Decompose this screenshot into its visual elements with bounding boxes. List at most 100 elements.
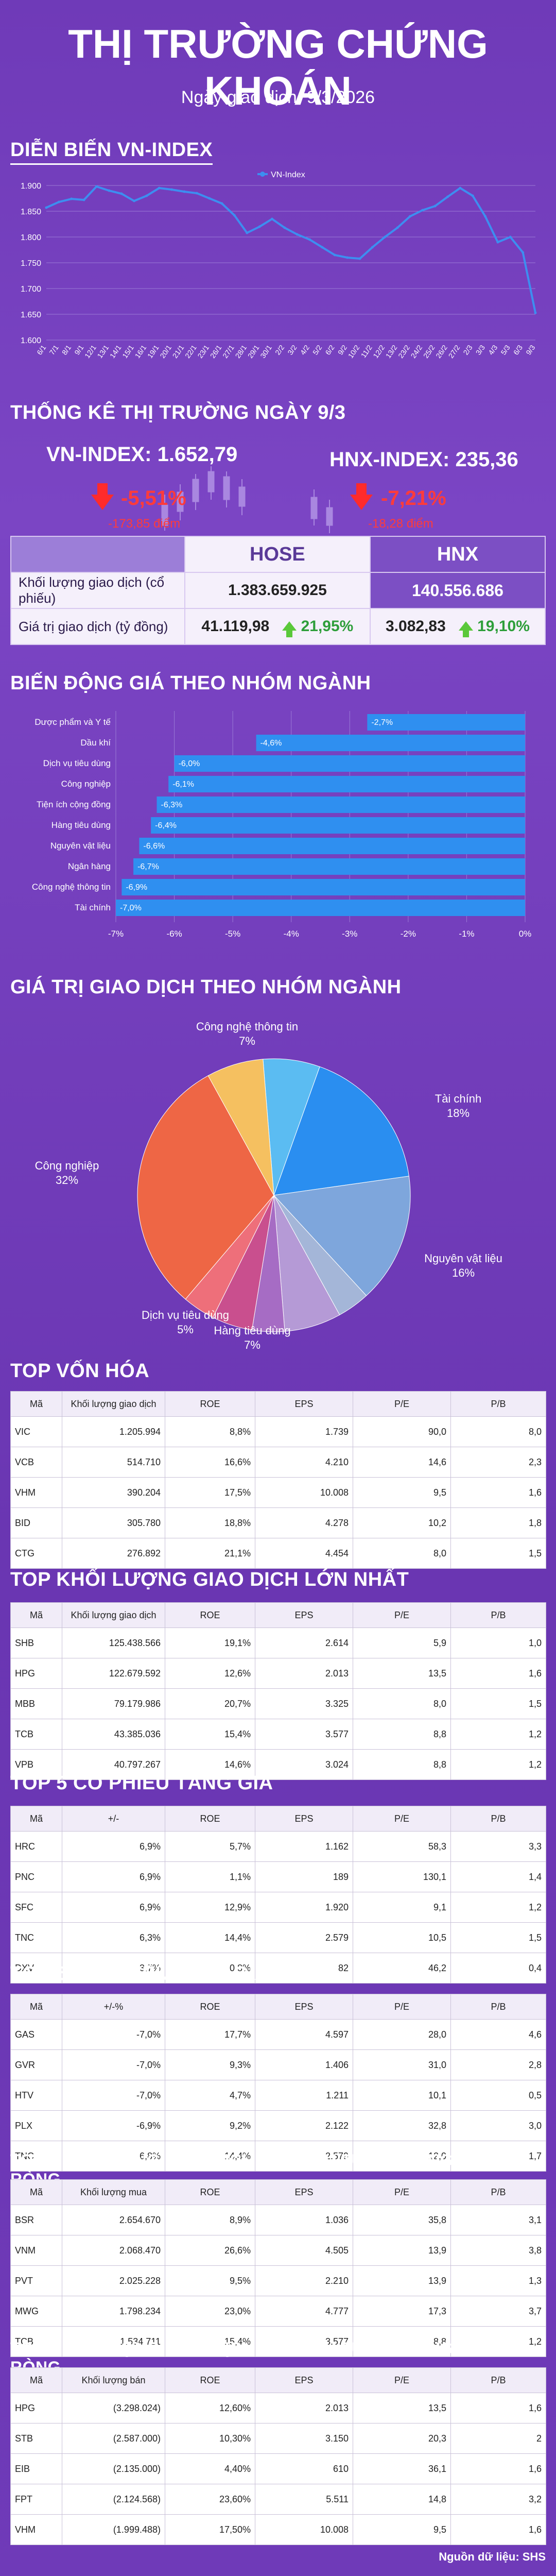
table-cell: 1,8 [450,1507,546,1538]
top-volume-table: Mã Khối lượng giao dịch ROE EPS P/E P/B SHB 125… [10,1602,546,1780]
table-cell: 1.205.994 [62,1416,165,1447]
table-cell: 10.008 [255,2514,353,2545]
bar-value-label: -6,3% [161,801,183,809]
bar [174,755,526,772]
hnx-value: 3.082,83 [385,618,446,635]
x-tick-label: 3/3 [474,343,486,356]
pie-slice-value: 7% [239,1035,255,1047]
data-point [421,209,424,212]
ticker-cell: BID [10,1507,62,1538]
data-point [283,226,286,229]
x-tick-label: 11/2 [359,343,374,359]
ticker-cell: TNC [10,2141,62,2172]
y-tick-label: 1.850 [21,208,41,216]
table-cell: 0,4 [450,1953,546,1984]
table-row: MBB 79.179.986 20,7% 3.325 8,0 1,5 [10,1688,546,1719]
column-header: EPS [255,1602,353,1628]
data-point [208,197,211,200]
table-cell: 1,3 [450,2265,546,2296]
table-cell: 1,2 [450,1892,546,1923]
x-tick-label: 4/2 [299,343,311,356]
table-cell: 1,6 [450,2514,546,2545]
x-tick-label: 7/1 [48,343,60,356]
table-cell: 390.204 [62,1477,165,1508]
data-point [258,225,261,228]
bar [157,796,525,813]
column-header: Khối lượng mua [62,2179,165,2205]
x-tick-label: -6% [166,929,182,939]
column-header: ROE [165,1602,255,1628]
x-tick-label: 6/2 [323,343,336,356]
table-cell: 6,9% [62,1831,165,1862]
table-row: MWG 1.798.234 23,0% 4.777 17,3 3,7 [10,2296,546,2327]
table-row: VCB 514.710 16,6% 4.210 14,6 2,3 [10,1447,546,1478]
column-header: P/E [353,1994,451,2020]
table-row: VHM 390.204 17,5% 10.008 9,5 1,6 [10,1477,546,1508]
ticker-cell: HRC [10,1831,62,1862]
market-stats-table: HOSE HNX Khối lượng giao dịch (cổ phiếu)… [10,536,546,645]
table-row: SFC 6,9% 12,9% 1.920 9,1 1,2 [10,1892,546,1923]
row-volume-label: Khối lượng giao dịch (cổ phiếu) [10,572,185,609]
table-cell: 3.024 [255,1749,353,1780]
hnx-value-change: 19,10% [477,618,530,635]
column-header: EPS [255,1994,353,2020]
column-header: EPS [255,2367,353,2393]
table-row: PVT 2.025.228 9,5% 2.210 13,9 1,3 [10,2265,546,2296]
market-stats-title: THỐNG KÊ THỊ TRƯỜNG NGÀY 9/3 [10,402,346,423]
table-row: TNC -6,8% 14,4% 2.579 12,0 1,7 [10,2141,546,2172]
ticker-cell: PVT [10,2265,62,2296]
ticker-cell: GVR [10,2049,62,2080]
column-header: Khối lượng bán [62,2367,165,2393]
table-cell: 10,30% [165,2423,255,2454]
x-tick-label: -7% [108,929,124,939]
vnindex-down-arrowhead [91,495,114,510]
table-cell: 1,2 [450,1749,546,1780]
category-label: Dịch vụ tiêu dùng [43,758,111,768]
table-cell: 90,0 [353,1416,451,1447]
data-point [509,235,512,239]
table-cell: 1,0 [450,1628,546,1658]
table-cell: (2.587.000) [62,2423,165,2454]
table-cell: 3,8 [450,2235,546,2266]
table-cell: 10,2 [353,1507,451,1538]
table-cell: 58,3 [353,1831,451,1862]
x-tick-label: -2% [401,929,416,939]
ticker-cell: VHM [10,1477,62,1508]
table-cell: -7,0% [62,2080,165,2111]
table-cell: 3,2 [450,2484,546,2515]
table-cell: 3,7 [450,2296,546,2327]
table-cell: 20,7% [165,1688,255,1719]
data-point [408,215,411,218]
table-cell: 9,3% [165,2049,255,2080]
up-arrow-icon [458,621,473,638]
table-cell: 18,8% [165,1507,255,1538]
ticker-cell: HPG [10,1658,62,1689]
x-tick-label: 2/2 [273,343,286,356]
column-header: ROE [165,1994,255,2020]
table-cell: 2.122 [255,2110,353,2141]
table-cell: 10,1 [353,2080,451,2111]
top-gainers-table: Mã +/- ROE EPS P/E P/B HRC 6,9% 5,7% 1.162 58,3 3,3… [10,1806,546,1984]
data-point [120,192,123,195]
table-cell: 23,0% [165,2296,255,2327]
table-cell: 13,5 [353,1658,451,1689]
table-cell: 17,50% [165,2514,255,2545]
hnx-pct-change: -7,21% [381,487,446,510]
table-cell: 6,9% [62,1861,165,1892]
table-row: HRC 6,9% 5,7% 1.162 58,3 3,3 [10,1831,546,1862]
table-cell: 4.210 [255,1447,353,1478]
column-header: P/B [450,2367,546,2393]
y-tick-label: 1.600 [21,336,41,345]
column-header: ROE [165,2367,255,2393]
pie-slice-value: 7% [244,1338,260,1351]
table-cell: 4.777 [255,2296,353,2327]
table-row: VHM (1.999.488) 17,50% 10.008 9,5 1,6 [10,2514,546,2545]
x-tick-label: 0% [519,929,532,939]
x-tick-label: 2/3 [461,343,474,356]
x-tick-label: 12/2 [371,343,386,360]
column-header: EPS [255,1806,353,1832]
ticker-cell: DXV [10,1953,62,1984]
table-cell: 1,2 [450,2326,546,2357]
table-cell: -7,0% [62,2049,165,2080]
column-header: EPS [255,1391,353,1417]
